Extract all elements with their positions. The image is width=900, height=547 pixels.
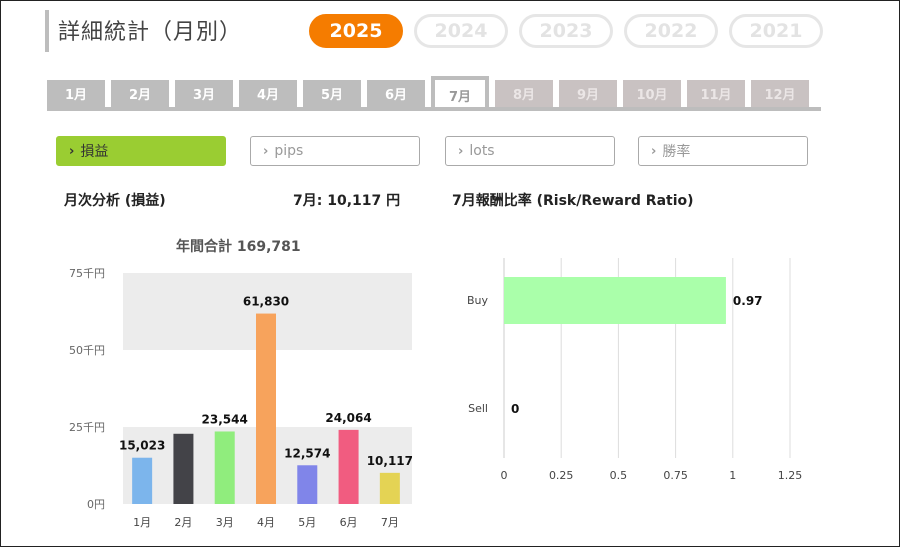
tab-month-11[interactable]: 11月	[687, 80, 745, 107]
year-pill-2022[interactable]: 2022	[624, 14, 718, 48]
ratio-heading: 7月報酬比率 (Risk/Reward Ratio)	[452, 193, 694, 209]
bar-7	[379, 472, 400, 504]
x-tick-label: 0	[501, 469, 508, 482]
bar-4	[256, 313, 276, 504]
tab-month-8[interactable]: 8月	[495, 80, 553, 107]
month-tabs: 1月 2月 3月 4月 5月 6月 7月 8月 9月 10月 11月 12月	[47, 76, 809, 111]
year-pill-2023[interactable]: 2023	[519, 14, 613, 48]
chevron-right-icon: ›	[69, 143, 75, 159]
page-title: 詳細統計（月別）	[58, 20, 243, 45]
x-tick-label: 0.5	[610, 469, 628, 482]
monthly-analysis-heading: 月次分析 (損益)	[64, 193, 166, 209]
filter-label: 勝率	[662, 144, 691, 160]
bar-data-label: 61,830	[243, 295, 289, 309]
tab-month-5[interactable]: 5月	[303, 80, 361, 107]
y-tick-label: 25千円	[69, 421, 105, 434]
tab-month-10[interactable]: 10月	[623, 80, 681, 107]
tab-month-12[interactable]: 12月	[751, 80, 809, 107]
y-tick-label: 0円	[87, 498, 105, 511]
tab-month-9[interactable]: 9月	[559, 80, 617, 107]
bar-data-label: 10,117	[367, 454, 413, 468]
y-tick-label: Sell	[468, 402, 488, 415]
x-tick-label: 0.75	[663, 469, 688, 482]
year-pill-2021[interactable]: 2021	[729, 14, 823, 48]
tab-month-1[interactable]: 1月	[47, 80, 105, 107]
bar-data-label: 12,574	[284, 446, 330, 460]
year-pill-2024[interactable]: 2024	[414, 14, 508, 48]
bar-data-label: 0	[511, 402, 519, 416]
chevron-right-icon: ›	[651, 143, 657, 159]
bar-data-label: 0.97	[733, 294, 763, 308]
filter-lots-button[interactable]: › lots	[445, 136, 615, 166]
bar-5	[297, 465, 318, 504]
x-tick-label: 1	[729, 469, 736, 482]
tab-month-4[interactable]: 4月	[239, 80, 297, 107]
filter-winrate-button[interactable]: › 勝率	[638, 136, 808, 166]
filter-pl-button[interactable]: › 損益	[56, 136, 226, 166]
tab-month-2[interactable]: 2月	[111, 80, 169, 107]
y-tick-label: 75千円	[69, 267, 105, 280]
tab-month-3[interactable]: 3月	[175, 80, 233, 107]
y-tick-label: 50千円	[69, 344, 105, 357]
bar-3	[214, 431, 235, 504]
year-selector: 2025 2024 2023 2022 2021	[309, 14, 823, 48]
tab-month-6[interactable]: 6月	[367, 80, 425, 107]
x-tick-label: 0.25	[549, 469, 574, 482]
tab-month-7[interactable]: 7月	[431, 76, 489, 111]
month-value-heading: 7月: 10,117 円	[293, 193, 401, 209]
annual-total-title: 年間合計 169,781	[176, 239, 301, 255]
filter-label: pips	[274, 143, 304, 159]
bar-data-label: 15,023	[119, 439, 165, 453]
filter-label: lots	[469, 143, 495, 159]
bar-1	[132, 457, 153, 504]
bar-2	[173, 433, 194, 504]
chevron-right-icon: ›	[263, 143, 269, 159]
x-tick-label: 3月	[216, 516, 234, 529]
chevron-right-icon: ›	[458, 143, 464, 159]
bar-data-label: 24,064	[325, 411, 371, 425]
x-tick-label: 1.25	[778, 469, 803, 482]
x-tick-label: 7月	[381, 516, 399, 529]
year-pill-2025[interactable]: 2025	[309, 14, 403, 48]
y-tick-label: Buy	[467, 294, 489, 307]
bar-6	[338, 429, 359, 504]
filter-pips-button[interactable]: › pips	[250, 136, 420, 166]
filter-label: 損益	[80, 144, 109, 160]
tabs-underline	[47, 107, 821, 111]
bar-data-label: 23,544	[202, 412, 248, 426]
x-tick-label: 2月	[174, 516, 192, 529]
x-tick-label: 4月	[257, 516, 275, 529]
bar-buy	[504, 277, 726, 324]
x-tick-label: 6月	[340, 516, 358, 529]
title-accent-bar	[45, 10, 49, 52]
x-tick-label: 5月	[298, 516, 316, 529]
x-tick-label: 1月	[133, 516, 151, 529]
